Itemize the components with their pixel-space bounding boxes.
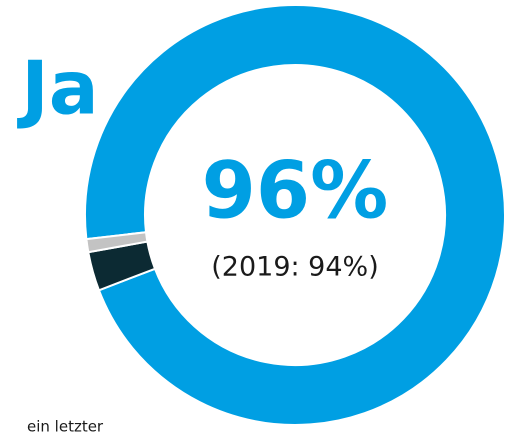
comparison-note: (2019: 94%): [211, 252, 378, 283]
donut-segment: [84, 4, 506, 426]
annotation: ein letzter: [27, 418, 104, 435]
center-value: 96%: [202, 146, 389, 236]
answer-label: Ja: [16, 46, 98, 132]
donut: [84, 4, 506, 426]
donut-segment: [85, 231, 149, 254]
